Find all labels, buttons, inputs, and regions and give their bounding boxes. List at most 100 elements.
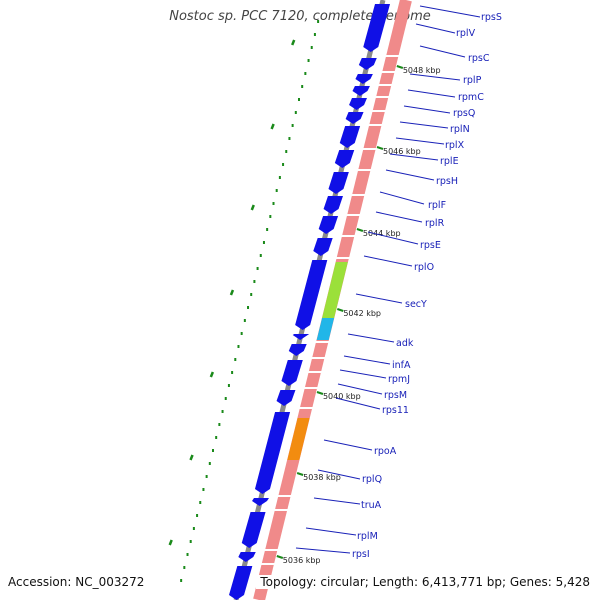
gene-leader-line bbox=[347, 333, 395, 343]
cds-arrow bbox=[339, 126, 361, 148]
gene-leader-line bbox=[419, 5, 481, 18]
gene-leader-line bbox=[379, 191, 425, 205]
gene-leader-line bbox=[385, 169, 435, 181]
gene-leader-line bbox=[389, 153, 439, 161]
gc-dot bbox=[288, 137, 291, 140]
gene-labels: rpsS rplV rpsC rplP rpmC rpsQ rplN rplX rplE rpsH… bbox=[295, 5, 502, 560]
gc-dot bbox=[297, 98, 300, 101]
gene-leader-line bbox=[317, 469, 361, 480]
gene-leader-line bbox=[363, 255, 413, 267]
map-title: Nostoc sp. PCC 7120, complete genome bbox=[169, 9, 431, 24]
gc-dot bbox=[278, 176, 281, 179]
gene-label-rpoA: rpoA bbox=[374, 446, 397, 457]
cds-arrow bbox=[349, 98, 367, 110]
gc-dot bbox=[262, 241, 265, 244]
gene-label-rplX: rplX bbox=[445, 140, 465, 151]
gene-leader-line bbox=[335, 397, 381, 410]
gene-leader-line bbox=[295, 547, 351, 554]
gene-label-infA: infA bbox=[392, 360, 411, 371]
cds-arrow bbox=[254, 412, 291, 494]
gene-leader-line bbox=[415, 23, 456, 34]
cds-arrow bbox=[229, 566, 253, 600]
gc-dot bbox=[180, 579, 183, 582]
gene-label-rpsQ: rpsQ bbox=[453, 108, 475, 119]
kbp-label: 5042 kbp bbox=[343, 309, 381, 318]
gene-label-rpsM: rpsM bbox=[384, 390, 407, 401]
gc-dot bbox=[221, 410, 224, 413]
adk-feature bbox=[316, 318, 335, 340]
genome-summary: Topology: circular; Length: 6,413,771 bp… bbox=[256, 575, 590, 589]
gc-dot bbox=[256, 267, 259, 270]
cds-arrow bbox=[295, 260, 328, 330]
gene-label-rplP: rplP bbox=[463, 75, 482, 86]
gene-label-rpsC: rpsC bbox=[468, 53, 490, 64]
gc-dot bbox=[205, 475, 208, 478]
cds-arrow bbox=[241, 512, 266, 548]
gc-skew-dashes bbox=[168, 39, 296, 546]
kbp-tick bbox=[336, 308, 344, 312]
gene-label-rplR: rplR bbox=[425, 218, 445, 229]
kbp-ticks: 5048 kbp 5046 kbp 5044 kbp 5042 kbp 5040 kbp… bbox=[276, 65, 441, 565]
colored-features bbox=[287, 262, 348, 460]
gene-label-truA: truA bbox=[361, 500, 382, 511]
gc-dash bbox=[250, 204, 255, 211]
gene-label-rplM: rplM bbox=[357, 531, 378, 542]
gc-dash bbox=[168, 539, 173, 546]
gc-dot bbox=[307, 59, 310, 62]
gene-label-rpmC: rpmC bbox=[458, 92, 484, 103]
rpoA-feature bbox=[287, 418, 310, 460]
cds-arrow bbox=[318, 216, 339, 234]
gc-dot bbox=[192, 527, 195, 530]
kbp-label: 5048 kbp bbox=[403, 66, 441, 75]
gc-dot bbox=[243, 319, 246, 322]
gene-leader-line bbox=[305, 527, 357, 536]
cds-arrow bbox=[323, 196, 343, 214]
gene-leader-line bbox=[419, 45, 466, 58]
gc-dot bbox=[189, 540, 192, 543]
gene-label-rpmJ: rpmJ bbox=[388, 374, 410, 385]
gc-dash bbox=[291, 39, 296, 46]
gc-dot bbox=[231, 371, 234, 374]
gene-leader-line bbox=[339, 369, 387, 379]
gc-dot bbox=[183, 566, 186, 569]
gc-dot bbox=[237, 345, 240, 348]
gene-leader-line bbox=[403, 105, 451, 114]
gene-label-rps11: rps11 bbox=[382, 405, 409, 416]
cds-arrow bbox=[363, 4, 391, 52]
gene-leader-line bbox=[367, 231, 419, 245]
kbp-tick bbox=[356, 228, 364, 232]
cds-arrow bbox=[238, 552, 256, 562]
cds-arrow bbox=[358, 58, 377, 70]
gc-dot bbox=[304, 72, 307, 75]
gc-dot bbox=[250, 293, 253, 296]
cds-arrow bbox=[281, 360, 303, 386]
gc-dot bbox=[202, 488, 205, 491]
kbp-label: 5040 kbp bbox=[323, 392, 361, 401]
gc-dot bbox=[208, 462, 211, 465]
secY-feature bbox=[322, 262, 348, 318]
gene-label-adk: adk bbox=[396, 338, 414, 349]
gene-label-rplV: rplV bbox=[456, 28, 476, 39]
gene-leader-line bbox=[337, 383, 383, 395]
gene-leader-line bbox=[343, 355, 391, 365]
gc-dot bbox=[240, 332, 243, 335]
kbp-tick bbox=[396, 65, 404, 69]
gene-leader-line bbox=[395, 137, 445, 145]
cds-arrow bbox=[345, 112, 364, 124]
cds-arrow bbox=[292, 334, 310, 340]
gene-leader-line bbox=[355, 293, 403, 304]
cds-arrow bbox=[328, 172, 349, 194]
gc-dot bbox=[199, 501, 202, 504]
gene-label-rpsS: rpsS bbox=[481, 12, 502, 23]
gc-dot bbox=[215, 436, 218, 439]
kbp-label: 5046 kbp bbox=[383, 147, 421, 156]
gene-label-rplN: rplN bbox=[450, 124, 470, 135]
accession-label: Accession: NC_003272 bbox=[8, 575, 145, 589]
kbp-tick bbox=[296, 472, 304, 476]
gene-label-rplE: rplE bbox=[440, 156, 459, 167]
kbp-label: 5044 kbp bbox=[363, 229, 401, 238]
kbp-tick bbox=[316, 391, 324, 395]
gc-dot bbox=[285, 150, 288, 153]
cds-arrow bbox=[288, 344, 307, 356]
